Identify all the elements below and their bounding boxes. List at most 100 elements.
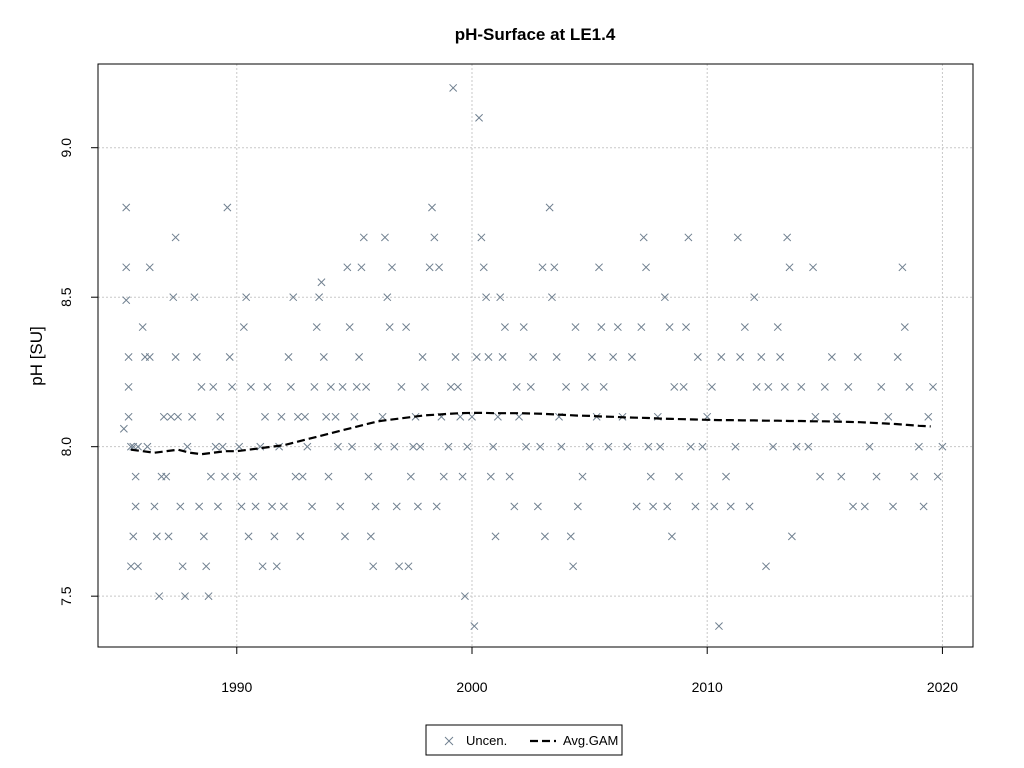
- data-point-146: [472, 353, 481, 361]
- data-point-216: [693, 353, 702, 361]
- data-point-91: [331, 412, 340, 421]
- data-point-152: [486, 472, 495, 481]
- data-point-165: [526, 382, 535, 391]
- data-point-168: [536, 442, 545, 451]
- data-point-185: [587, 353, 596, 361]
- data-point-192: [613, 323, 622, 332]
- data-point-13: [134, 562, 142, 571]
- data-point-84: [312, 323, 321, 332]
- data-point-181: [573, 502, 582, 511]
- data-point-98: [348, 442, 356, 451]
- data-point-19: [145, 353, 154, 361]
- data-point-213: [684, 233, 693, 242]
- data-point-57: [239, 323, 248, 332]
- data-point-134: [439, 472, 448, 481]
- data-point-223: [722, 472, 730, 481]
- data-point-100: [352, 382, 361, 391]
- data-point-72: [279, 502, 288, 511]
- data-point-74: [286, 382, 295, 391]
- data-point-208: [667, 532, 676, 541]
- data-point-62: [251, 502, 260, 511]
- data-point-141: [458, 472, 467, 481]
- data-point-48: [216, 412, 225, 421]
- data-point-109: [373, 442, 382, 451]
- data-point-9: [129, 532, 138, 541]
- gam-line-path: [130, 411, 931, 456]
- data-point-191: [609, 353, 618, 361]
- data-point-4: [124, 353, 133, 361]
- data-point-207: [665, 323, 674, 332]
- data-point-197: [637, 323, 646, 332]
- data-point-163: [519, 323, 528, 332]
- data-point-21: [152, 532, 161, 541]
- data-point-104: [362, 382, 371, 391]
- data-point-164: [522, 442, 531, 451]
- data-point-257: [872, 472, 881, 481]
- data-point-200: [644, 442, 653, 451]
- data-point-80: [301, 412, 309, 421]
- data-point-204: [656, 442, 665, 451]
- data-point-135: [444, 442, 453, 451]
- data-point-201: [646, 472, 655, 481]
- data-point-26: [164, 532, 173, 541]
- data-point-105: [364, 472, 373, 481]
- data-point-3: [122, 296, 131, 305]
- data-point-170: [540, 532, 549, 541]
- data-point-246: [811, 412, 820, 421]
- data-point-149: [479, 263, 488, 272]
- data-point-209: [670, 382, 679, 391]
- data-point-240: [785, 263, 794, 272]
- data-point-107: [369, 562, 378, 571]
- grid-lines: [98, 64, 973, 647]
- data-point-88: [322, 412, 331, 421]
- data-point-205: [660, 293, 669, 302]
- uncensored-points: [119, 83, 947, 631]
- data-point-151: [484, 353, 493, 361]
- legend-label-gam: Avg.GAM: [563, 733, 618, 748]
- data-point-22: [155, 592, 164, 601]
- data-point-115: [390, 442, 399, 451]
- data-point-266: [914, 442, 923, 451]
- data-point-253: [849, 502, 857, 511]
- data-point-94: [338, 382, 347, 391]
- data-point-45: [209, 382, 218, 391]
- data-point-195: [627, 353, 636, 361]
- data-point-106: [366, 532, 375, 541]
- data-point-249: [827, 353, 836, 361]
- data-point-6: [124, 412, 133, 421]
- data-point-8: [126, 562, 135, 571]
- data-point-219: [707, 382, 716, 391]
- data-point-64: [258, 562, 267, 571]
- data-point-40: [197, 382, 206, 391]
- data-point-174: [552, 353, 561, 361]
- data-point-171: [545, 203, 554, 212]
- data-point-233: [762, 562, 770, 571]
- data-point-252: [844, 382, 853, 391]
- data-point-114: [388, 263, 396, 272]
- data-point-75: [289, 293, 298, 302]
- data-point-143: [463, 442, 472, 451]
- data-point-131: [432, 502, 441, 511]
- data-point-27: [166, 412, 175, 421]
- legend-box: [425, 724, 623, 756]
- data-point-221: [715, 622, 723, 631]
- data-point-271: [938, 442, 947, 451]
- data-point-194: [623, 442, 632, 451]
- data-point-90: [326, 382, 335, 391]
- data-point-211: [679, 382, 688, 391]
- data-point-254: [853, 353, 862, 361]
- data-point-267: [919, 502, 928, 511]
- data-point-256: [865, 442, 874, 451]
- data-point-226: [733, 233, 742, 242]
- data-point-162: [515, 412, 523, 421]
- y-axis: 7.5 8.0 8.5 9.0: [58, 138, 98, 606]
- data-point-68: [270, 532, 279, 541]
- data-point-158: [500, 323, 509, 332]
- data-point-18: [145, 263, 154, 272]
- data-point-87: [319, 353, 328, 361]
- data-point-202: [649, 502, 658, 511]
- data-point-39: [195, 502, 204, 511]
- data-point-145: [470, 622, 479, 631]
- data-point-54: [232, 472, 241, 481]
